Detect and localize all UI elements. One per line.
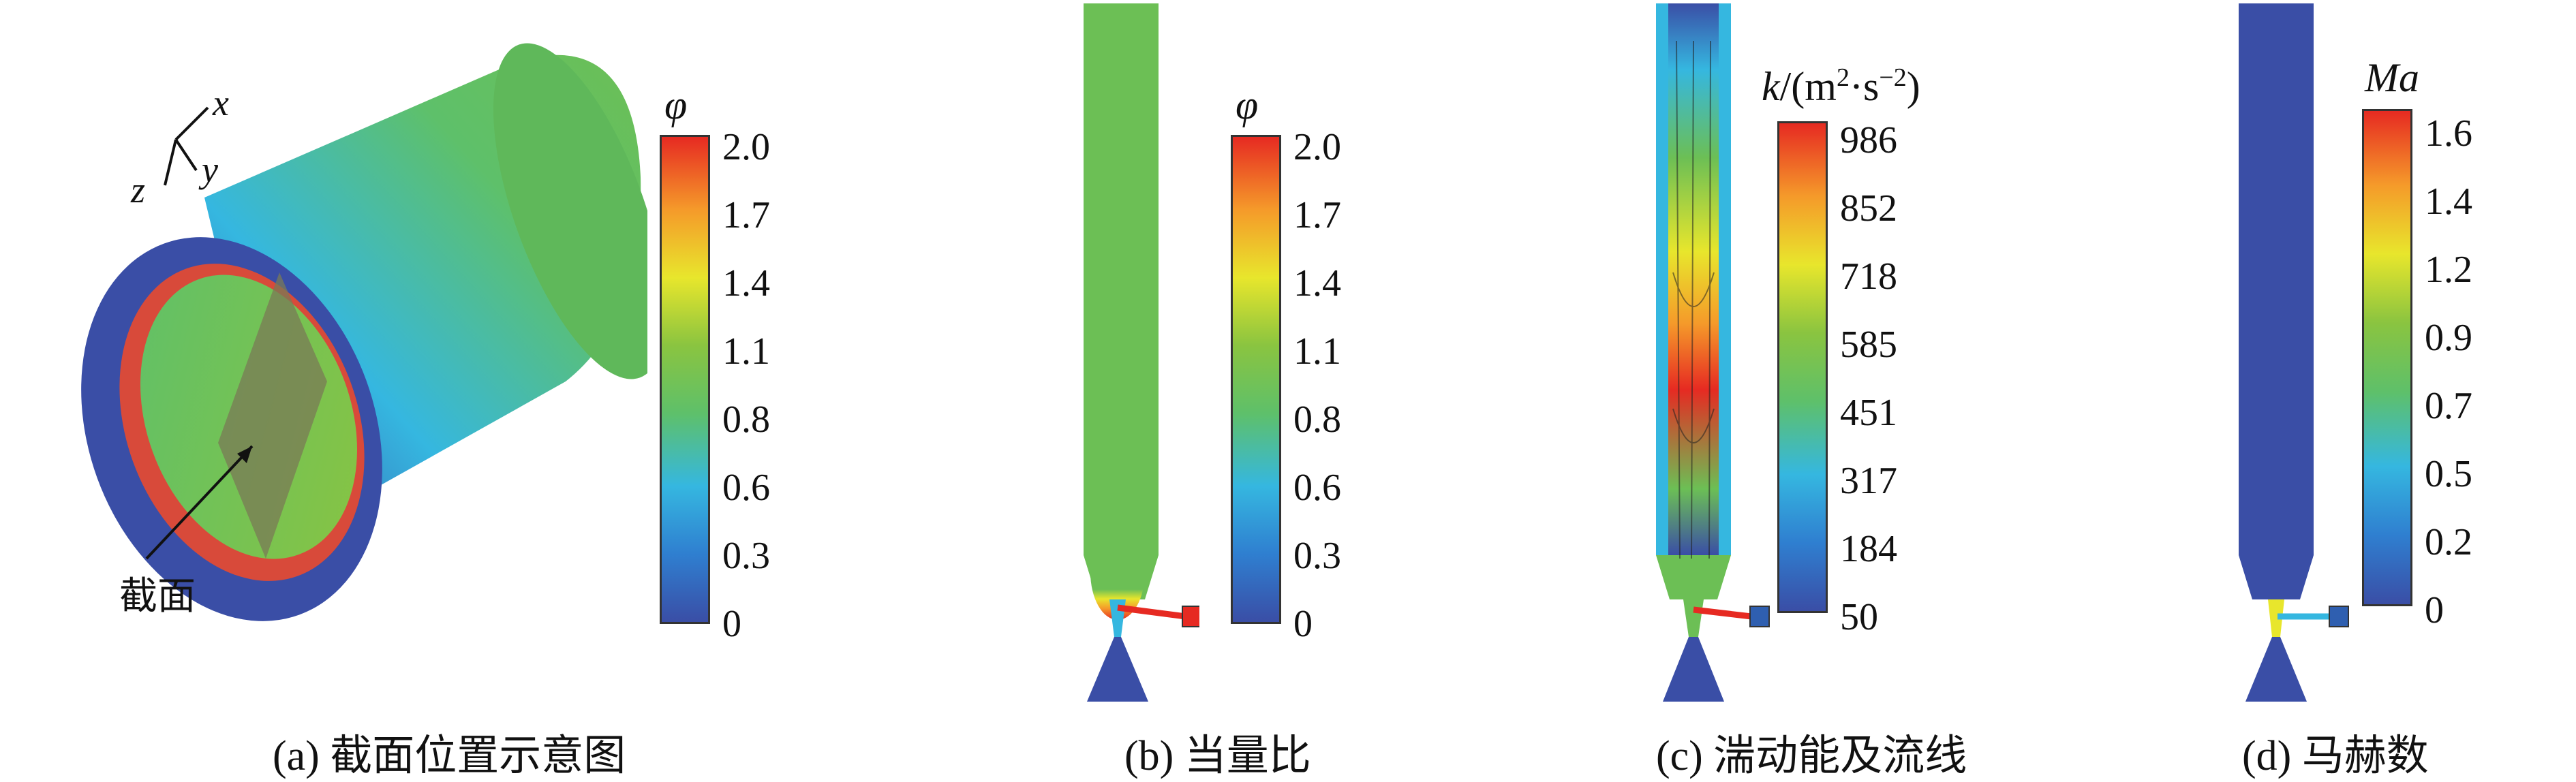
tick-b-7: 0 — [1293, 603, 1313, 645]
tick-b-4: 0.8 — [1293, 398, 1341, 441]
tick-a-1: 1.7 — [722, 194, 770, 236]
section-plane — [218, 272, 327, 559]
axis-label-z: z — [131, 170, 146, 210]
colorbar-title-a: φ — [664, 82, 688, 127]
tick-c-7: 50 — [1840, 596, 1878, 638]
streamlines — [1672, 40, 1715, 559]
tick-d-6: 0.2 — [2425, 521, 2472, 563]
tick-c-2: 718 — [1840, 255, 1897, 298]
fuel-injector-pipe — [1693, 606, 1752, 620]
section-label: 截面 — [119, 576, 196, 618]
colorbar-title-b: φ — [1236, 82, 1259, 127]
axis-label-x: x — [213, 82, 229, 123]
chamber-cone — [1656, 555, 1731, 599]
caption-a: (a) 截面位置示意图 — [273, 733, 626, 779]
tick-a-7: 0 — [722, 603, 741, 645]
tick-c-6: 184 — [1840, 528, 1897, 570]
tick-b-6: 0.3 — [1293, 535, 1341, 577]
section-arrow-head — [237, 446, 252, 463]
fuel-injector-pipe — [1117, 604, 1186, 620]
mach-number-contour — [2239, 3, 2349, 702]
fuel-injector-block — [1182, 606, 1199, 627]
tick-a-0: 2.0 — [722, 126, 770, 168]
tick-a-2: 1.4 — [722, 262, 770, 304]
tick-c-5: 317 — [1840, 460, 1897, 502]
colorbar-title-d: Ma — [2365, 55, 2419, 100]
panel-b: φ 2.0 1.7 1.4 1.1 0.8 0.6 0.3 0 (b) 当量比 — [1036, 0, 1458, 779]
tick-a-6: 0.3 — [722, 535, 770, 577]
nozzle-throat — [2268, 599, 2284, 637]
colorbar-title-c: k/(m2·s−2) — [1762, 63, 1920, 109]
tick-d-3: 0.9 — [2425, 317, 2472, 359]
tick-d-0: 1.6 — [2425, 112, 2472, 155]
caption-c: (c) 湍动能及流线 — [1656, 733, 1967, 779]
fuel-injector-block — [2329, 606, 2349, 627]
tick-b-1: 1.7 — [1293, 194, 1341, 236]
colorbar-d — [2362, 109, 2412, 606]
tick-d-4: 0.7 — [2425, 385, 2472, 427]
chamber-cone — [2239, 555, 2314, 599]
tick-d-5: 0.5 — [2425, 453, 2472, 495]
combustor-rear-cap — [493, 43, 647, 379]
tick-b-2: 1.4 — [1293, 262, 1341, 304]
caption-d: (d) 马赫数 — [2242, 733, 2429, 779]
panel-a: x y z 截面 φ 2.0 1.7 1.4 1.1 0.8 0.6 0.3 0… — [0, 0, 770, 779]
colorbar-b — [1231, 135, 1281, 624]
coordinate-axes — [164, 106, 209, 186]
fuel-injector-block — [1749, 606, 1770, 627]
caption-b: (b) 当量比 — [1124, 733, 1311, 779]
chamber-duct — [1084, 3, 1159, 555]
colorbar-c — [1777, 121, 1828, 613]
diffuser-cone — [1663, 637, 1724, 702]
panel-c: k/(m2·s−2) 986 852 718 585 451 317 184 5… — [1642, 0, 2065, 779]
tick-d-2: 1.2 — [2425, 249, 2472, 291]
section-arrow — [145, 445, 254, 560]
tick-c-3: 585 — [1840, 324, 1897, 366]
tick-d-7: 0 — [2425, 589, 2444, 631]
tick-a-3: 1.1 — [722, 330, 770, 373]
combustor-3d-view — [81, 43, 647, 621]
tick-d-1: 1.4 — [2425, 181, 2472, 223]
axis-label-y: y — [202, 149, 218, 190]
tick-b-3: 1.1 — [1293, 330, 1341, 373]
equivalence-ratio-contour — [1084, 3, 1199, 702]
tick-a-4: 0.8 — [722, 398, 770, 441]
tick-b-5: 0.6 — [1293, 467, 1341, 509]
panel-d: Ma 1.6 1.4 1.2 0.9 0.7 0.5 0.2 0 (d) 马赫数 — [2228, 0, 2569, 779]
tick-c-4: 451 — [1840, 392, 1897, 434]
tick-c-0: 986 — [1840, 119, 1897, 161]
nozzle-throat — [1683, 599, 1704, 637]
tick-a-5: 0.6 — [722, 467, 770, 509]
nozzle-throat — [1109, 599, 1126, 637]
colorbar-a — [660, 135, 710, 624]
turbulent-kinetic-energy-contour — [1656, 3, 1770, 702]
chamber-duct — [2239, 3, 2314, 555]
diffuser-cone — [1087, 637, 1148, 702]
tick-b-0: 2.0 — [1293, 126, 1341, 168]
tick-c-1: 852 — [1840, 187, 1897, 230]
hot-zone — [1090, 525, 1145, 620]
diffuser-cone — [2245, 637, 2307, 702]
